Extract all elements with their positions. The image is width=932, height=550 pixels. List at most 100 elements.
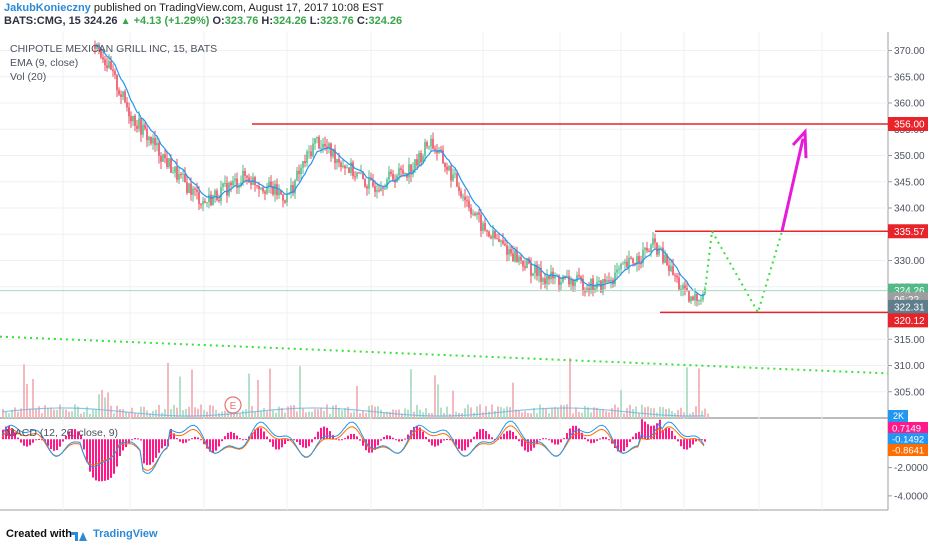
macd-histogram-bar	[179, 439, 181, 442]
macd-histogram-bar	[341, 439, 343, 441]
volume-bar	[176, 407, 178, 418]
candle	[526, 258, 528, 269]
volume-bar	[464, 408, 466, 418]
volume-bar	[353, 411, 355, 418]
candle	[414, 159, 416, 170]
candle	[320, 147, 322, 149]
volume-bar	[263, 407, 265, 418]
volume-bar	[578, 411, 580, 418]
volume-bar	[554, 406, 556, 418]
candle	[648, 250, 650, 252]
macd-histogram-bar	[566, 433, 568, 440]
candle	[168, 158, 170, 167]
macd-histogram-bar	[479, 429, 481, 440]
macd-histogram-bar	[146, 439, 148, 466]
candle	[230, 182, 232, 186]
candle	[652, 238, 654, 245]
volume-bar	[560, 404, 562, 418]
macd-histogram-bar	[305, 439, 307, 449]
volume-bar	[557, 407, 559, 418]
candle	[160, 155, 162, 162]
macd-histogram-bar	[137, 438, 139, 440]
volume-bar	[350, 412, 352, 418]
volume-bar	[581, 412, 583, 418]
candle	[670, 266, 672, 272]
volume-bar	[686, 367, 688, 418]
macd-histogram-bar	[437, 439, 439, 446]
candle	[202, 201, 204, 205]
price-tag-label: 320.12	[894, 316, 925, 327]
macd-histogram-bar	[515, 435, 517, 440]
candle	[326, 146, 328, 149]
macd-histogram-bar	[188, 439, 190, 441]
ema-legend: EMA (9, close)	[10, 57, 78, 69]
tradingview-brand[interactable]: TradingView	[93, 528, 158, 540]
volume-bar	[179, 376, 181, 418]
candle	[120, 94, 122, 97]
volume-bar	[446, 406, 448, 418]
candle	[684, 285, 686, 289]
volume-bar	[254, 411, 256, 418]
candle	[358, 172, 360, 174]
macd-histogram-bar	[197, 437, 199, 440]
volume-bar	[437, 384, 439, 418]
macd-histogram-bar	[518, 439, 520, 442]
volume-bar	[440, 407, 442, 418]
candle	[578, 275, 580, 277]
candle	[614, 272, 616, 285]
macd-histogram-bar	[482, 428, 484, 440]
macd-histogram-bar	[644, 421, 646, 440]
macd-histogram-bar	[350, 433, 352, 440]
candle	[432, 138, 434, 149]
macd-histogram-bar	[503, 433, 505, 440]
macd-histogram-bar	[230, 431, 232, 440]
candle	[594, 288, 596, 291]
chart-background	[0, 32, 932, 520]
macd-histogram-bar	[617, 439, 619, 452]
publish-info: published on TradingView.com, August 17,…	[93, 2, 384, 14]
candle	[464, 196, 466, 201]
macd-histogram-bar	[389, 435, 391, 440]
macd-histogram-bar	[14, 432, 16, 440]
volume-bar	[521, 412, 523, 418]
price-tag-label: 322.31	[894, 302, 925, 313]
candle	[218, 199, 220, 201]
macd-histogram-bar	[128, 439, 130, 444]
macd-histogram-bar	[320, 427, 322, 440]
candle	[112, 69, 114, 72]
candle	[456, 173, 458, 187]
volume-bar	[698, 368, 700, 418]
volume-bar	[83, 411, 85, 418]
candle	[522, 260, 524, 267]
price-tag-label: 324.26	[894, 286, 925, 297]
candle	[548, 275, 550, 280]
candle	[184, 173, 186, 183]
y-tick-label: 315.00	[894, 335, 925, 346]
candle	[274, 183, 276, 195]
macd-histogram-bar	[56, 439, 58, 451]
earnings-label: E	[230, 401, 237, 412]
candle	[226, 183, 228, 196]
candle	[102, 57, 104, 60]
macd-histogram-bar	[551, 439, 553, 443]
price-chart[interactable]: 370.00365.00360.00355.00350.00345.00340.…	[0, 32, 932, 520]
macd-histogram-bar	[674, 435, 676, 440]
macd-histogram-bar	[215, 439, 217, 451]
macd-histogram-bar	[401, 439, 403, 442]
candle	[502, 240, 504, 244]
candle	[644, 247, 646, 250]
candle	[544, 278, 546, 284]
macd-histogram-bar	[650, 425, 652, 440]
volume-bar	[647, 406, 649, 418]
macd-tag-label: -0.8641	[892, 446, 924, 457]
volume-bar	[113, 413, 115, 418]
author-link[interactable]: JakubKonieczny	[4, 2, 91, 14]
candle	[466, 200, 468, 202]
volume-bar	[605, 411, 607, 418]
candle	[232, 180, 234, 186]
volume-bar	[242, 410, 244, 418]
volume-bar	[470, 407, 472, 418]
volume-bar	[65, 409, 67, 418]
volume-bar	[359, 413, 361, 418]
candle	[512, 253, 514, 262]
